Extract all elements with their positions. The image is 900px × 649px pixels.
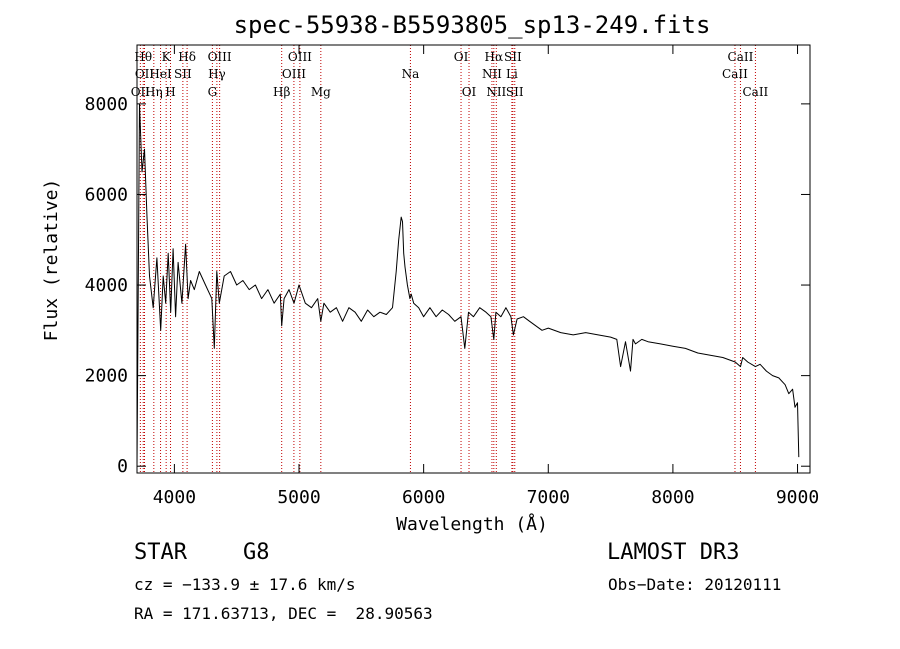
coordinates: RA = 171.63713, DEC = 28.90563: [134, 604, 433, 623]
obs-date: Obs−Date: 20120111: [608, 575, 782, 594]
line-marker-label: Hγ: [208, 67, 226, 81]
line-marker-label: SII: [506, 85, 524, 99]
line-marker-label: OIII: [208, 50, 232, 64]
line-marker-label: OII: [135, 67, 155, 81]
line-marker-label: OI: [454, 50, 469, 64]
line-marker-label: Li: [506, 67, 518, 81]
line-marker-label: Hδ: [178, 50, 196, 64]
y-tick-label: 4000: [85, 275, 128, 296]
x-axis-label: Wavelength (Å): [396, 513, 548, 535]
line-marker-label: Mg: [311, 85, 331, 99]
object-class: STAR: [134, 540, 187, 565]
line-marker-label: NII: [482, 67, 502, 81]
x-tick-label: 5000: [277, 487, 320, 508]
x-tick-label: 4000: [153, 487, 196, 508]
x-tick-label: 6000: [402, 487, 445, 508]
line-marker-label: NII: [486, 85, 506, 99]
line-marker-label: Hη: [145, 85, 163, 99]
x-axis-ticks: 4000 5000 6000 7000 8000 9000: [153, 45, 819, 508]
line-marker-label: G: [208, 85, 218, 99]
line-marker-label: Na: [402, 67, 420, 81]
line-marker-label: K: [162, 50, 172, 64]
x-tick-label: 8000: [651, 487, 694, 508]
series-line: [136, 103, 800, 467]
line-marker-label: OII: [131, 85, 151, 99]
line-marker-label: H: [165, 85, 175, 99]
line-marker-label: CaII: [728, 50, 754, 64]
velocity-readout: cz = −133.9 ± 17.6 km/s: [134, 575, 356, 594]
line-marker-label: CaII: [742, 85, 768, 99]
line-marker-label: Hα: [485, 50, 504, 64]
line-marker-label: OIII: [282, 67, 306, 81]
y-axis-ticks: 0 2000 4000 6000 8000: [85, 94, 810, 477]
y-tick-label: 6000: [85, 184, 128, 205]
y-axis-label: Flux (relative): [41, 179, 62, 342]
x-tick-label: 7000: [527, 487, 570, 508]
line-marker-label: Hθ: [134, 50, 152, 64]
chart-title: spec-55938-B5593805_sp13-249.fits: [234, 11, 711, 39]
line-marker-label: CaII: [722, 67, 748, 81]
y-tick-label: 0: [117, 456, 128, 477]
y-tick-label: 8000: [85, 94, 128, 115]
line-marker-label: OI: [462, 85, 477, 99]
line-marker-label: OIII: [288, 50, 312, 64]
line-marker-label: SII: [504, 50, 522, 64]
plot-frame: [136, 44, 811, 474]
line-marker-labels: OIIHθOIIHηHeIKHSIIHδGHγOIIIHβOIIIOIIIMgN…: [131, 50, 769, 99]
series-group: [136, 103, 800, 467]
survey-name: LAMOST DR3: [607, 540, 740, 565]
line-marker-label: Hβ: [273, 85, 290, 99]
line-marker-label: SII: [174, 67, 192, 81]
y-tick-label: 2000: [85, 366, 128, 387]
line-markers: [139, 45, 756, 473]
line-marker-label: HeI: [149, 67, 172, 81]
object-subclass: G8: [243, 540, 270, 565]
x-tick-label: 9000: [776, 487, 819, 508]
